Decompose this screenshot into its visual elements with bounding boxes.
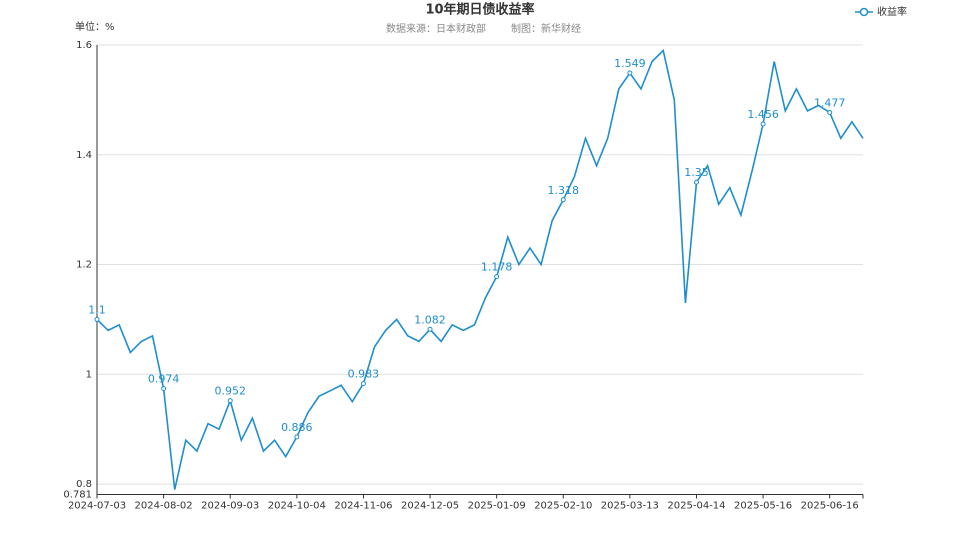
x-tick-label: 2024-10-04 — [268, 501, 326, 512]
data-label: 1.549 — [614, 57, 646, 70]
data-label: 0.983 — [348, 368, 380, 381]
y-tick-label: 1.2 — [76, 260, 92, 271]
point — [427, 326, 433, 332]
y-tick-label: 1.4 — [76, 150, 92, 161]
legend-swatch — [859, 7, 869, 17]
x-tick-label: 2024-07-03 — [68, 501, 126, 512]
data-label: 1.35 — [684, 166, 709, 179]
y-tick-label: 0.781 — [63, 490, 92, 501]
x-tick-label: 2024-09-03 — [201, 501, 259, 512]
point — [360, 381, 366, 387]
data-label: 0.886 — [281, 421, 313, 434]
x-tick-label: 2025-06-16 — [801, 501, 859, 512]
data-label: 0.974 — [148, 373, 180, 386]
data-label: 0.952 — [214, 385, 246, 398]
y-tick-label: 1.6 — [76, 40, 92, 51]
data-label: 1.477 — [814, 97, 846, 110]
point — [94, 316, 100, 322]
data-label: 1.318 — [548, 184, 580, 197]
x-tick-label: 2025-03-13 — [601, 501, 659, 512]
x-tick-label: 2025-02-10 — [534, 501, 592, 512]
point — [693, 179, 699, 185]
point — [560, 197, 566, 203]
x-tick-label: 2025-05-16 — [734, 501, 792, 512]
x-tick-label: 2025-04-14 — [667, 501, 725, 512]
data-label: 1.178 — [481, 261, 513, 274]
chart-title: 10年期日债收益率 — [425, 2, 534, 18]
point — [294, 434, 300, 440]
x-tick-label: 2024-12-05 — [401, 501, 459, 512]
point — [161, 386, 167, 392]
point — [627, 70, 633, 76]
subtitle: 制图：新华财经 — [511, 22, 581, 35]
data-label: 1.082 — [414, 313, 446, 326]
data-label: 1.456 — [747, 108, 779, 121]
line — [96, 48, 864, 490]
y-tick-label: 1 — [86, 369, 92, 380]
data-label: 1.1 — [88, 303, 106, 316]
point — [827, 110, 833, 116]
x-tick-label: 2024-11-06 — [334, 501, 392, 512]
legend-label: 收益率 — [877, 5, 907, 18]
point — [760, 121, 766, 127]
unit-label: 单位：% — [75, 20, 115, 33]
y-tick-label: 0.8 — [76, 479, 92, 490]
point — [227, 398, 233, 404]
point — [494, 274, 500, 280]
x-tick-label: 2024-08-02 — [135, 501, 193, 512]
subtitle: 数据来源：日本财政部 — [386, 22, 486, 35]
x-tick-label: 2025-01-09 — [468, 501, 526, 512]
